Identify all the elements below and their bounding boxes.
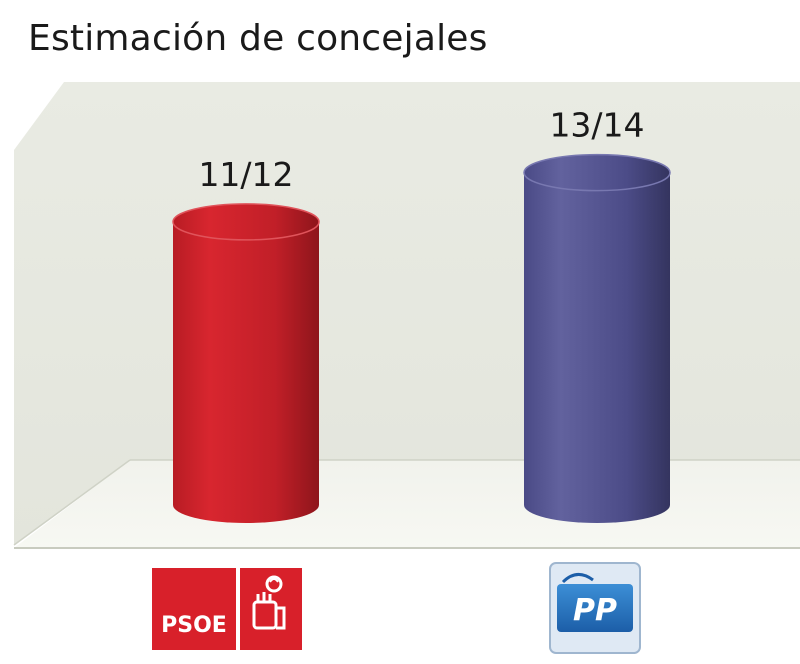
pp-logo: PP — [549, 562, 641, 654]
chart-title: Estimación de concejales — [28, 18, 488, 59]
value-label-psoe: 11/12 — [198, 155, 293, 194]
bar-body — [173, 221, 319, 524]
fist-and-rose-icon — [240, 568, 302, 650]
value-label-pp: 13/14 — [549, 106, 644, 145]
psoe-logo: PSOE — [152, 568, 302, 650]
psoe-logo-text: PSOE — [152, 568, 236, 650]
bar-top — [172, 203, 320, 241]
bar-body — [524, 172, 670, 523]
pp-logo-text: PP — [573, 593, 617, 628]
bar-psoe — [172, 203, 320, 524]
bar-top — [523, 153, 671, 192]
floor-side-edge — [13, 459, 131, 546]
chart-floor — [14, 460, 800, 548]
bar-pp — [523, 153, 671, 523]
